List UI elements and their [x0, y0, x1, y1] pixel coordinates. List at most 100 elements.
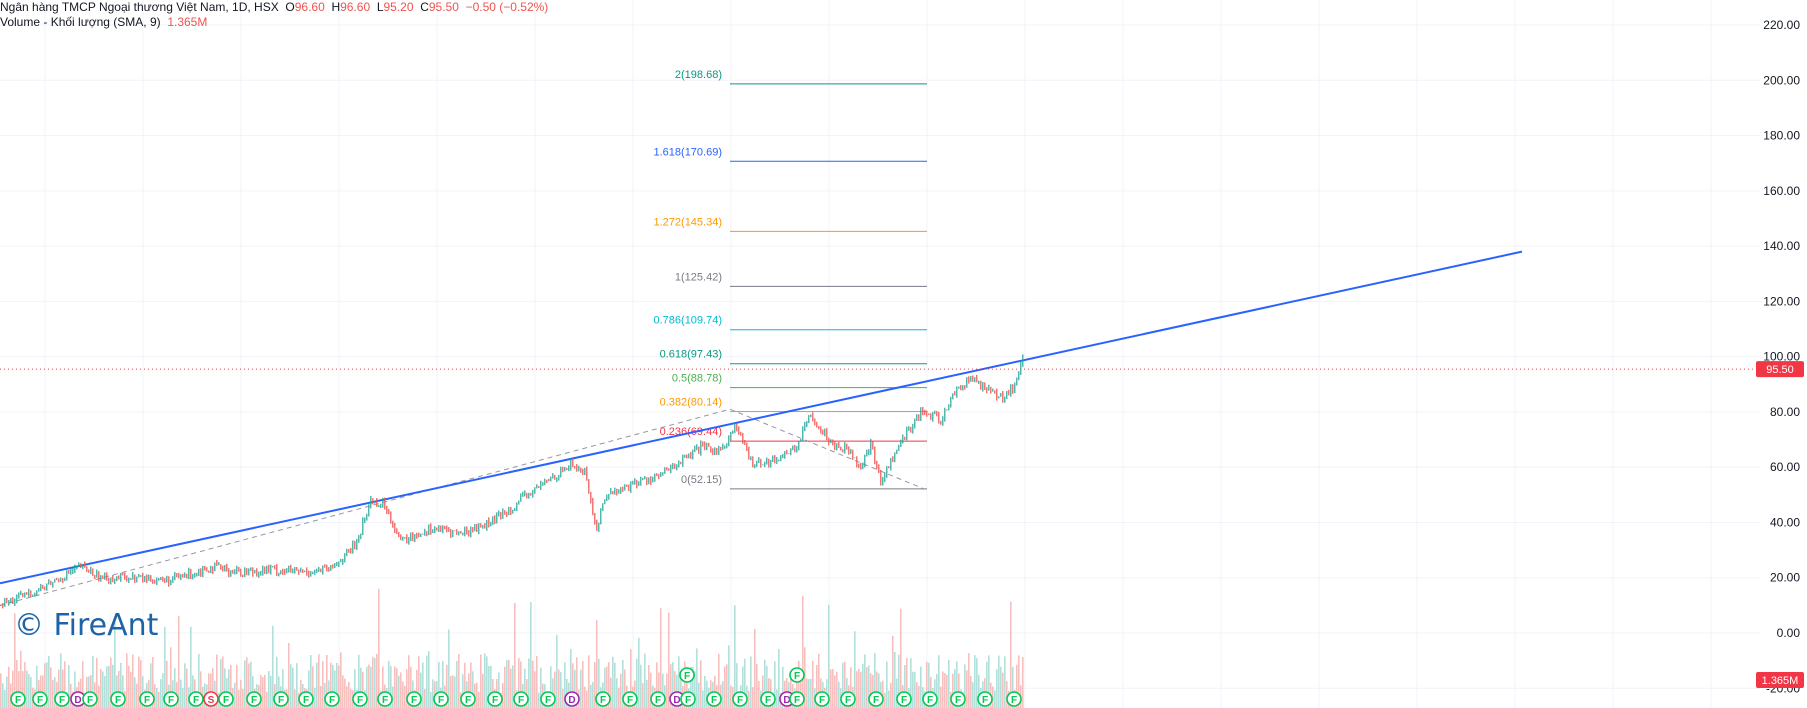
event-marker: [352, 691, 368, 707]
event-marker-label: F: [982, 695, 988, 706]
event-marker: [814, 691, 830, 707]
volume-bar: [182, 688, 184, 708]
volume-bar: [690, 666, 692, 708]
volume-bar: [282, 669, 284, 708]
y-tick-label: 120.00: [1763, 294, 1800, 308]
volume-bar: [198, 653, 200, 708]
volume-bar: [114, 620, 116, 708]
volume-bar: [62, 669, 64, 708]
volume-bar: [488, 666, 490, 708]
volume-bar: [724, 666, 726, 708]
volume-bar: [986, 661, 988, 708]
volume-bar: [700, 660, 702, 708]
volume-bar: [152, 656, 154, 708]
volume-bar: [272, 625, 274, 708]
event-marker: [564, 691, 580, 707]
volume-bar: [858, 668, 860, 708]
volume-bar: [96, 657, 98, 708]
volume-bar: [534, 671, 536, 708]
volume-bar: [376, 653, 378, 708]
volume-bar: [6, 676, 8, 708]
volume-bar: [870, 673, 872, 708]
volume-bar: [562, 688, 564, 708]
volume-bar: [540, 667, 542, 708]
volume-bar: [706, 680, 708, 708]
volume-bar: [948, 659, 950, 708]
event-marker-label: F: [794, 671, 800, 682]
volume-bar: [620, 673, 622, 708]
event-marker: [203, 691, 219, 707]
volume-bar: [348, 681, 350, 708]
close-label: C: [420, 0, 429, 14]
volume-bar: [666, 673, 668, 708]
volume-bar: [726, 664, 728, 708]
volume-bar: [150, 663, 152, 708]
event-marker-label: F: [144, 695, 150, 706]
event-marker: [218, 691, 234, 707]
volume-bar: [778, 648, 780, 708]
volume-bar: [470, 662, 472, 708]
volume-bar: [662, 673, 664, 708]
volume-bar: [68, 665, 70, 708]
volume-bar: [904, 665, 906, 708]
volume-bar: [730, 685, 732, 708]
volume-bar: [988, 655, 990, 708]
volume-bar: [994, 690, 996, 708]
y-tick-label: 140.00: [1763, 239, 1800, 253]
volume-bar: [618, 687, 620, 708]
volume-bar: [456, 660, 458, 708]
volume-bar: [452, 675, 454, 708]
event-marker-label: D: [673, 695, 680, 706]
event-marker-label: F: [765, 695, 771, 706]
event-marker: [840, 691, 856, 707]
volume-bar: [614, 662, 616, 708]
volume-bar: [140, 659, 142, 708]
volume-bar: [882, 680, 884, 708]
volume-bar: [228, 669, 230, 708]
event-marker-label: F: [545, 695, 551, 706]
event-marker: [789, 691, 805, 707]
volume-bar: [616, 678, 618, 708]
volume-bar: [276, 656, 278, 708]
volume-bar: [192, 675, 194, 708]
event-marker-label: F: [927, 695, 933, 706]
volume-bar: [1010, 601, 1012, 708]
volume-bar: [816, 664, 818, 708]
fib-level-label: 0.786(109.74): [654, 315, 723, 327]
volume-bar: [372, 656, 374, 708]
volume-bar: [782, 666, 784, 708]
volume-bar: [248, 663, 250, 708]
volume-bar: [518, 658, 520, 708]
volume-bar: [580, 669, 582, 708]
volume-bar: [586, 690, 588, 708]
volume-bar: [264, 674, 266, 708]
volume-bar: [766, 666, 768, 708]
volume-bar: [266, 691, 268, 708]
volume-bar: [132, 654, 134, 708]
volume-bar: [18, 670, 20, 708]
volume-bar: [630, 649, 632, 708]
volume-bar: [554, 671, 556, 708]
event-marker: [139, 691, 155, 707]
volume-bar: [744, 658, 746, 708]
volume-bar: [564, 662, 566, 708]
volume-bar: [44, 663, 46, 708]
volume-bar: [390, 665, 392, 708]
volume-bar: [872, 674, 874, 708]
event-marker-label: F: [115, 695, 121, 706]
volume-bar: [260, 674, 262, 708]
volume-bar: [728, 645, 730, 708]
volume-bar: [158, 691, 160, 708]
volume-bar: [970, 675, 972, 708]
volume-bar: [288, 643, 290, 708]
y-tick-label: 40.00: [1770, 515, 1800, 529]
event-marker-label: F: [37, 695, 43, 706]
volume-bar: [992, 686, 994, 708]
volume-bar: [24, 662, 26, 708]
event-marker: [977, 691, 993, 707]
volume-bar: [734, 605, 736, 708]
volume-bar: [906, 658, 908, 708]
event-marker: [922, 691, 938, 707]
event-marker-label: F: [627, 695, 633, 706]
